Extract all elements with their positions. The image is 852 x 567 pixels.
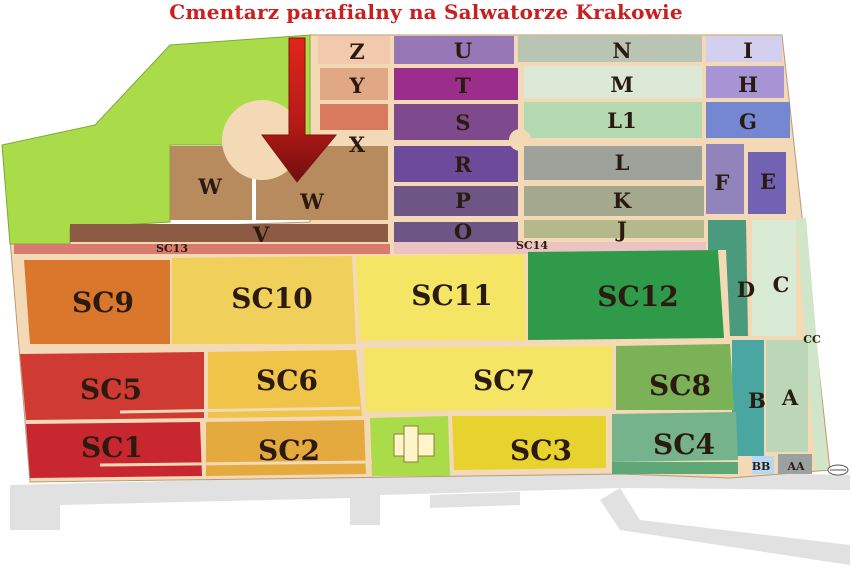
label-Z: Z — [349, 39, 364, 64]
green-column — [509, 36, 704, 238]
compass-icon — [827, 464, 849, 476]
section-SC9[interactable] — [24, 260, 170, 344]
label-M: M — [610, 72, 633, 97]
section-SC8[interactable] — [616, 344, 734, 410]
section-X-top[interactable] — [320, 104, 388, 130]
label-K: K — [613, 188, 632, 213]
label-E: E — [760, 169, 776, 194]
label-S: S — [455, 110, 470, 135]
label-D: D — [737, 277, 755, 302]
section-L[interactable] — [524, 146, 702, 180]
label-SC10: SC10 — [231, 282, 312, 315]
section-SC6[interactable] — [208, 350, 362, 418]
section-V[interactable] — [70, 224, 388, 242]
label-BB: BB — [752, 460, 771, 473]
label-SC9: SC9 — [72, 286, 134, 319]
east-column — [706, 36, 828, 474]
section-J[interactable] — [524, 220, 704, 238]
section-H[interactable] — [706, 66, 784, 98]
label-SC5: SC5 — [80, 373, 142, 406]
section-G[interactable] — [706, 102, 790, 138]
label-SC8: SC8 — [649, 369, 711, 402]
label-O: O — [454, 219, 472, 244]
label-J: J — [615, 217, 627, 242]
section-SC13[interactable] — [14, 244, 390, 254]
section-R[interactable] — [394, 146, 518, 182]
sc-row-1 — [24, 250, 724, 344]
label-H: H — [738, 72, 758, 97]
roads — [10, 470, 850, 565]
sc-row-2 — [20, 344, 734, 420]
section-C[interactable] — [752, 220, 796, 336]
upper-west-blocks — [14, 36, 390, 254]
section-Z[interactable] — [318, 36, 390, 64]
section-SC10[interactable] — [172, 256, 356, 344]
purple-column — [394, 36, 706, 254]
section-E[interactable] — [748, 152, 786, 214]
section-N[interactable] — [518, 36, 702, 62]
label-SC14: SC14 — [516, 239, 548, 252]
label-G: G — [739, 109, 757, 134]
label-A: A — [781, 385, 799, 410]
section-K[interactable] — [524, 186, 704, 216]
label-SC7: SC7 — [473, 364, 535, 397]
label-W-east: W — [299, 189, 324, 214]
section-F[interactable] — [706, 144, 744, 214]
section-SC7[interactable] — [364, 346, 612, 412]
section-A[interactable] — [766, 340, 808, 452]
section-SC12[interactable] — [528, 250, 724, 340]
label-SC13: SC13 — [156, 242, 188, 255]
section-SC4-strip — [612, 462, 738, 474]
label-T: T — [455, 73, 471, 98]
section-CC[interactable] — [796, 218, 828, 470]
label-SC11: SC11 — [411, 279, 492, 312]
section-T[interactable] — [394, 68, 518, 100]
section-SC11[interactable] — [356, 254, 526, 340]
down-arrow-icon — [261, 37, 338, 183]
section-M[interactable] — [524, 66, 702, 98]
label-I: I — [743, 38, 753, 63]
label-AA: AA — [786, 460, 805, 473]
label-P: P — [455, 188, 471, 213]
section-I[interactable] — [706, 36, 782, 62]
label-X: X — [349, 132, 366, 157]
label-B: B — [748, 388, 766, 413]
walkways — [99, 406, 373, 467]
section-SC5[interactable] — [20, 352, 204, 420]
map-title: Cmentarz parafialny na Salwatorze Krakow… — [169, 0, 683, 24]
section-S[interactable] — [394, 104, 518, 140]
section-Y[interactable] — [320, 68, 388, 100]
label-N: N — [612, 38, 631, 63]
section-O[interactable] — [394, 222, 518, 242]
label-SC4: SC4 — [653, 428, 715, 461]
label-Y: Y — [349, 73, 366, 98]
label-W-west: W — [197, 174, 222, 199]
section-SC3[interactable] — [452, 416, 606, 470]
small-roundabout — [509, 129, 531, 151]
label-CC: CC — [803, 333, 821, 346]
label-SC1: SC1 — [81, 431, 143, 464]
label-U: U — [454, 38, 472, 63]
section-D[interactable] — [708, 220, 748, 336]
label-SC12: SC12 — [597, 280, 678, 313]
section-P[interactable] — [394, 186, 518, 216]
label-C: C — [773, 272, 790, 297]
label-R: R — [454, 152, 472, 177]
section-L1[interactable] — [524, 102, 702, 138]
section-AA[interactable] — [778, 454, 812, 474]
label-SC3: SC3 — [510, 434, 572, 467]
label-V: V — [252, 222, 270, 247]
label-F: F — [715, 170, 730, 195]
chapel-icon — [393, 425, 435, 463]
section-SC4[interactable] — [612, 412, 738, 462]
section-U[interactable] — [394, 36, 514, 64]
section-BB[interactable] — [752, 456, 774, 474]
section-B[interactable] — [732, 340, 764, 456]
label-SC6: SC6 — [256, 364, 318, 397]
label-L: L — [615, 150, 630, 175]
label-SC2: SC2 — [258, 434, 320, 467]
label-L1: L1 — [607, 108, 636, 133]
section-labels: Z Y X U T S R P O N M L1 L K J I H G F E… — [72, 38, 821, 473]
